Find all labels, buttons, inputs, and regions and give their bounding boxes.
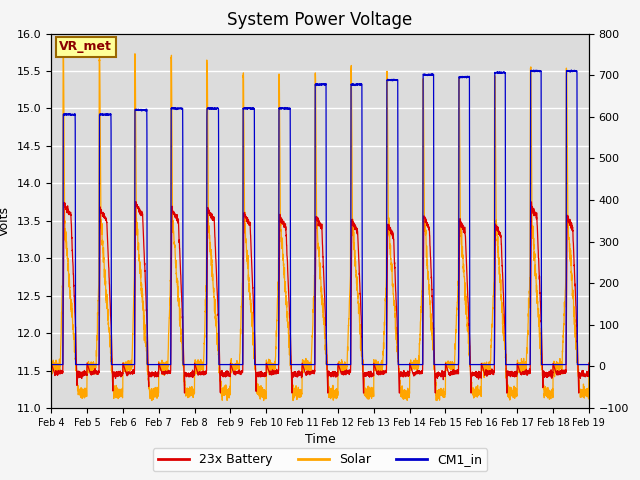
Title: System Power Voltage: System Power Voltage: [227, 11, 413, 29]
Y-axis label: Volts: Volts: [0, 206, 11, 236]
Text: VR_met: VR_met: [60, 40, 112, 53]
Legend: 23x Battery, Solar, CM1_in: 23x Battery, Solar, CM1_in: [153, 448, 487, 471]
X-axis label: Time: Time: [305, 433, 335, 446]
